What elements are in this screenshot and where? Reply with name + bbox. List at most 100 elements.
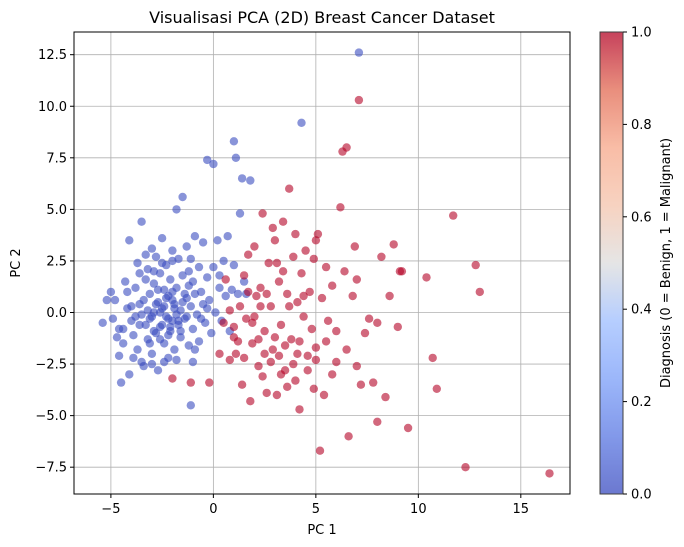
data-point [268,223,277,233]
data-point [141,250,150,259]
data-point [125,236,134,245]
data-point [172,205,181,214]
y-tick-label: 2.5 [46,254,67,269]
data-point [239,271,249,280]
data-point [295,337,304,346]
data-point [141,320,150,330]
data-point [449,211,458,220]
data-point [168,256,177,266]
data-point [272,258,282,268]
data-point [186,378,195,387]
data-point [235,302,245,311]
data-point [203,304,212,313]
colorbar-label: Diagnosis (0 = Benign, 1 = Malignant) [659,138,674,388]
data-point [268,345,277,354]
data-point [219,318,228,327]
data-point [160,357,169,367]
data-point [276,370,286,379]
data-point [266,357,275,367]
data-point [196,287,206,297]
colorbar-tick-label: 1.0 [631,26,652,41]
data-point [293,349,302,358]
data-point [102,295,112,305]
data-point [215,349,224,358]
data-point [260,349,269,358]
x-axis-ticks: −5 0 5 10 15 [101,494,529,517]
data-point [186,302,195,311]
data-point [328,281,337,290]
data-point [311,236,321,245]
data-point [143,306,152,315]
data-point [235,209,245,218]
data-point [184,267,193,276]
data-points [98,48,554,478]
y-axis-label: PC 2 [9,248,24,277]
data-point [149,267,159,276]
data-point [221,275,230,284]
x-tick-label: 10 [410,502,427,517]
colorbar-tick-label: 0.8 [631,118,652,133]
data-point [203,273,212,282]
data-point [332,357,341,367]
data-point [176,326,185,336]
data-point [133,345,142,354]
data-point [114,351,124,360]
data-point [311,343,321,352]
data-point [352,361,361,371]
data-point [393,322,402,332]
data-point [178,298,187,307]
data-point [385,291,394,301]
data-point [135,269,144,278]
data-point [350,242,359,251]
data-point [395,267,405,276]
data-point [145,339,154,348]
data-point [190,232,200,241]
data-point [237,380,247,389]
data-point [373,318,382,327]
data-point [110,295,120,305]
y-tick-label: 10.0 [38,100,67,115]
data-point [244,287,253,297]
data-point [225,355,234,365]
y-tick-label: 0.0 [46,306,67,321]
y-tick-label: −2.5 [35,358,67,373]
data-point [129,331,138,340]
chart-title: Visualisasi PCA (2D) Breast Cancer Datas… [149,8,495,27]
data-point [293,298,302,307]
data-point [215,271,224,280]
data-point [258,372,267,381]
colorbar-tick-label: 0.6 [631,210,652,225]
data-point [164,331,173,340]
data-point [250,242,259,251]
data-point [137,357,146,367]
data-point [112,333,122,342]
data-point [369,378,378,387]
data-point [147,349,157,358]
data-point [139,295,148,305]
data-point [258,209,267,218]
data-point [309,384,318,393]
data-point [151,252,161,261]
data-point [178,192,187,202]
data-point [305,287,314,297]
data-point [262,289,271,299]
data-point [291,376,300,385]
x-tick-label: −5 [101,502,120,517]
data-point [205,295,214,305]
data-point [237,174,247,183]
data-point [303,351,312,360]
data-point [344,432,353,441]
data-point [160,285,169,294]
data-point [276,320,286,330]
data-point [121,277,130,286]
data-point [309,254,318,264]
data-point [285,184,294,193]
data-point [545,469,554,478]
colorbar-ticks: 0.0 0.2 0.4 0.6 0.8 1.0 [623,26,652,503]
data-point [315,446,325,455]
data-point [149,279,159,288]
data-point [354,48,364,57]
data-point [332,326,341,336]
data-point [123,287,132,297]
